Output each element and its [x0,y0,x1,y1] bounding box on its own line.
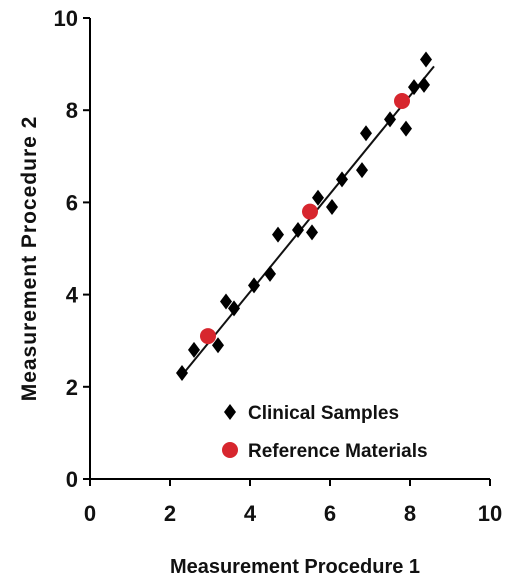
point-clinical-samples [228,300,240,317]
point-clinical-samples [336,171,348,188]
y-tick-label: 8 [66,98,78,123]
point-clinical-samples [176,364,188,381]
point-clinical-samples [220,293,232,310]
y-ticks: 0 2 4 6 8 10 [54,6,90,492]
point-clinical-samples [360,125,372,142]
point-reference-materials [302,203,318,220]
x-ticks: 0 2 4 6 8 10 [84,479,502,526]
x-tick-label: 4 [244,501,257,526]
legend: Clinical Samples Reference Materials [222,403,428,462]
x-tick-label: 10 [478,501,502,526]
point-reference-materials [200,328,216,345]
y-tick-label: 4 [66,283,79,308]
y-tick-label: 0 [66,467,78,492]
point-clinical-samples [306,224,318,241]
x-axis-title: Measurement Procedure 1 [170,556,420,578]
point-clinical-samples [418,76,430,93]
point-reference-materials [394,92,410,109]
legend-label-reference-materials: Reference Materials [248,441,428,462]
y-tick-label: 10 [54,6,78,31]
x-tick-label: 2 [164,501,176,526]
point-clinical-samples [400,120,412,137]
legend-label-clinical-samples: Clinical Samples [248,403,399,424]
x-tick-label: 8 [404,501,416,526]
point-clinical-samples [212,337,224,354]
regression-line-path [181,65,435,376]
point-clinical-samples [326,199,338,216]
x-tick-label: 0 [84,501,96,526]
axes [89,18,490,480]
point-clinical-samples [292,222,304,239]
point-clinical-samples [356,162,368,179]
x-tick-label: 6 [324,501,336,526]
point-clinical-samples [420,51,432,68]
point-clinical-samples [408,79,420,96]
point-clinical-samples [272,226,284,243]
y-axis-title: Measurement Procedure 2 [18,116,41,402]
y-tick-label: 6 [66,190,78,215]
y-tick-label: 2 [66,375,78,400]
point-clinical-samples [264,265,276,282]
point-clinical-samples [248,277,260,294]
point-clinical-samples [188,341,200,358]
point-clinical-samples [384,111,396,128]
regression-line [181,65,435,376]
point-clinical-samples [312,189,324,206]
data-points [176,51,432,381]
legend-marker-reference-materials [222,442,238,458]
legend-marker-clinical-samples [224,404,236,420]
